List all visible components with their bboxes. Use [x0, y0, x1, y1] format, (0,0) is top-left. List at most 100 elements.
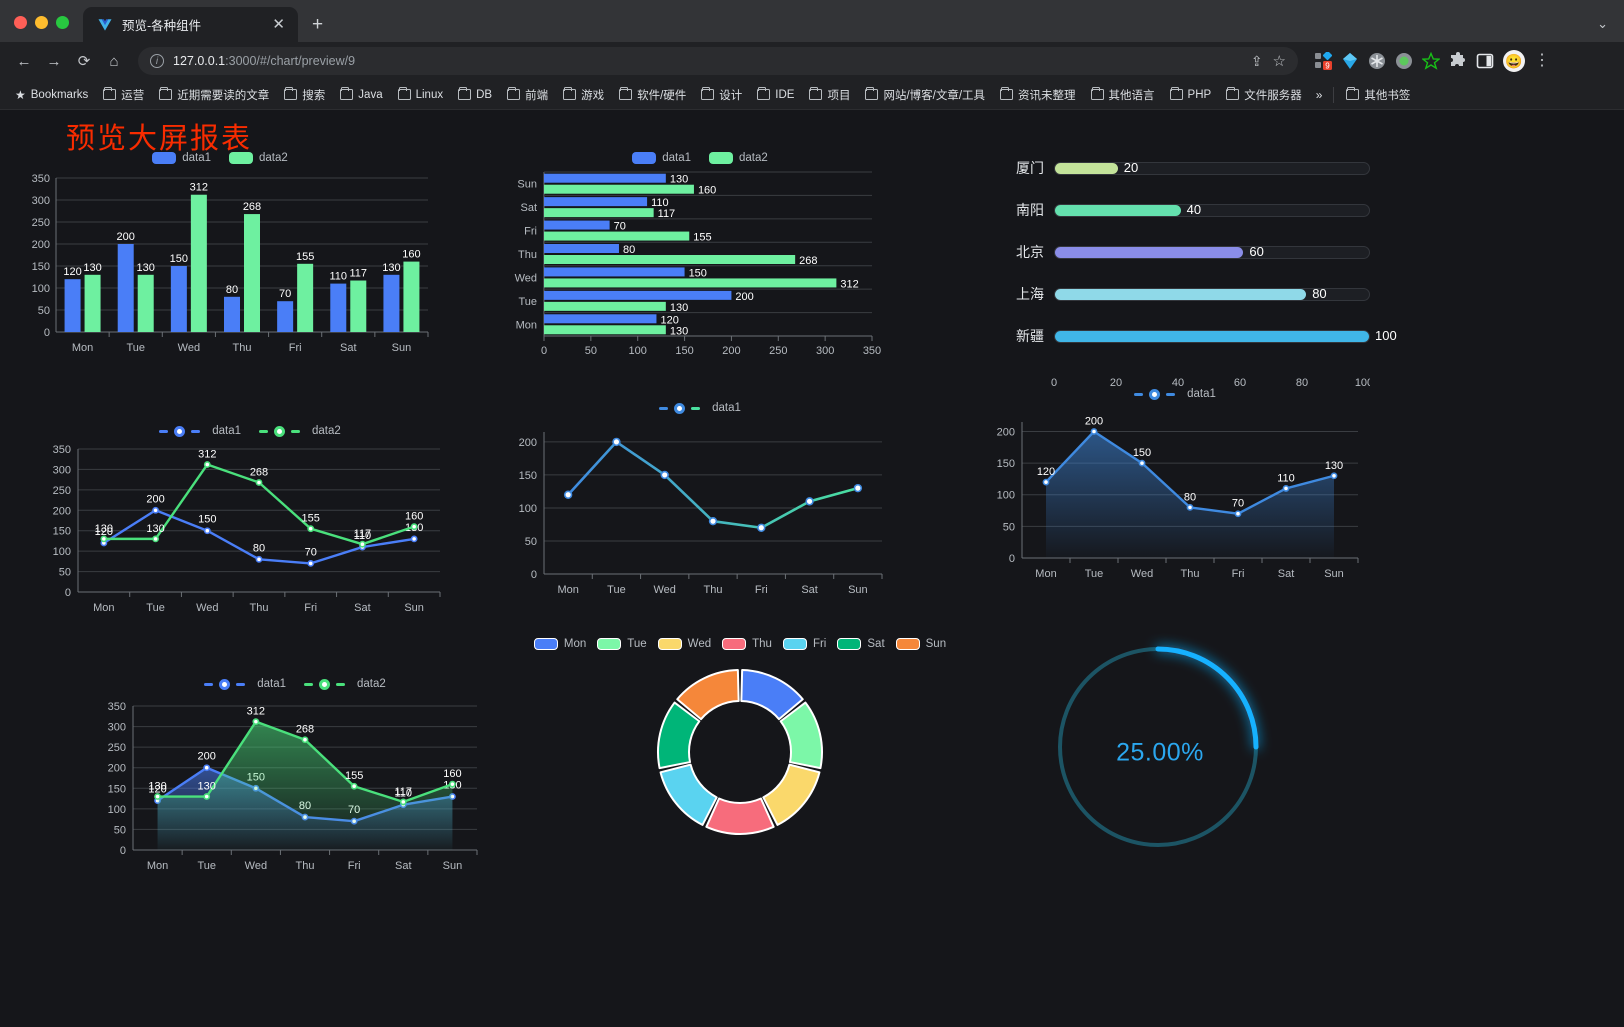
share-icon[interactable]: ⇪ [1250, 52, 1263, 69]
donut-slice-fri[interactable] [659, 763, 718, 826]
side-panel-icon[interactable] [1476, 52, 1494, 70]
close-tab-button[interactable]: ✕ [272, 16, 285, 33]
bookmark-item-3[interactable]: 搜索 [277, 84, 332, 106]
donut-slice-thu[interactable] [705, 797, 775, 835]
new-tab-button[interactable]: + [312, 14, 324, 35]
bookmark-item-11[interactable]: IDE [750, 86, 801, 104]
legend-item-mon[interactable]: Mon [533, 638, 586, 650]
green-circle-icon[interactable] [1395, 52, 1413, 70]
bookmark-item-14[interactable]: 资讯未整理 [993, 84, 1083, 106]
bookmark-label: 搜索 [302, 89, 326, 102]
legend-line-icon [1166, 392, 1176, 396]
bookmark-label: 其他书签 [1364, 89, 1411, 102]
legend-item-data2[interactable]: data2 [709, 152, 768, 164]
browser-tab[interactable]: 预览-各种组件 ✕ [83, 7, 298, 42]
browser-menu-button[interactable]: ⋮ [1534, 52, 1550, 70]
data-value-label: 268 [243, 201, 261, 213]
legend-item-data1[interactable]: data1 [659, 402, 741, 414]
donut-slice-sun[interactable] [676, 669, 740, 721]
tab-list-chevron-icon[interactable]: ⌄ [1597, 16, 1608, 31]
axis-tick-label: 100 [53, 546, 71, 558]
legend-item-data1[interactable]: data1 [152, 152, 211, 164]
axis-tick-label: Sat [520, 202, 537, 214]
bookmark-item-15[interactable]: 其他语言 [1084, 84, 1162, 106]
bookmark-star-icon[interactable]: ☆ [1272, 53, 1286, 70]
donut-slice-tue[interactable] [779, 701, 823, 770]
back-button[interactable]: ← [16, 52, 32, 70]
diamond-icon[interactable] [1341, 52, 1359, 70]
data-value-label: 130 [146, 523, 164, 535]
bookmark-item-1[interactable]: 运营 [96, 84, 151, 106]
home-button[interactable]: ⌂ [109, 52, 119, 70]
bookmark-item-6[interactable]: DB [451, 86, 499, 104]
axis-tick-label: 0 [541, 345, 547, 357]
legend-item-wed[interactable]: Wed [657, 638, 711, 650]
bookmark-item-2[interactable]: 近期需要读的文章 [152, 84, 276, 106]
legend-item-data1[interactable]: data1 [204, 678, 286, 690]
extension-grid-icon[interactable]: 9 [1314, 50, 1333, 70]
axis-tick-label: 200 [722, 345, 740, 357]
metamask-icon[interactable] [1368, 52, 1386, 70]
bookmark-item-12[interactable]: 项目 [802, 84, 857, 106]
bookmark-item-7[interactable]: 前端 [500, 84, 555, 106]
axis-tick-label: Thu [704, 584, 723, 596]
legend-item-data1[interactable]: data1 [632, 152, 691, 164]
site-info-icon[interactable]: i [150, 54, 164, 68]
legend-item-thu[interactable]: Thu [722, 638, 772, 650]
bookmark-item-10[interactable]: 设计 [694, 84, 749, 106]
axis-tick-label: Tue [126, 342, 145, 354]
close-window-button[interactable] [14, 16, 27, 29]
bookmark-label: 近期需要读的文章 [177, 89, 270, 102]
legend-item-fri[interactable]: Fri [782, 638, 826, 650]
data-value-label: 155 [693, 232, 711, 244]
legend-item-data1[interactable]: data1 [1134, 388, 1216, 400]
data-value-label: 130 [670, 325, 688, 337]
bookmarks-overflow-button[interactable]: » [1315, 87, 1323, 102]
data-point [203, 461, 211, 468]
axis-tick-label: 20 [1110, 377, 1122, 389]
bookmark-item-16[interactable]: PHP [1163, 86, 1219, 104]
legend-item-tue[interactable]: Tue [597, 638, 647, 650]
data-value-label: 130 [670, 174, 688, 186]
axis-tick-label: 350 [32, 173, 50, 185]
donut-slice-mon[interactable] [740, 669, 804, 721]
legend-item-data2[interactable]: data2 [229, 152, 288, 164]
bookmark-item-8[interactable]: 游戏 [556, 84, 611, 106]
bookmark-item-4[interactable]: Java [333, 86, 389, 104]
bookmark-item-17[interactable]: 文件服务器 [1219, 84, 1309, 106]
minimize-window-button[interactable] [35, 16, 48, 29]
donut-slice-sat[interactable] [657, 701, 701, 770]
reload-button[interactable]: ⟳ [77, 53, 91, 70]
data-value-label: 312 [198, 449, 216, 461]
bookmark-item-9[interactable]: 软件/硬件 [612, 84, 693, 106]
address-bar[interactable]: i 127.0.0.1:3000/#/chart/preview/9 ⇪ ☆ [138, 47, 1298, 75]
bar [330, 283, 347, 332]
progress-track[interactable]: 80 [1054, 286, 1370, 301]
donut-slice-wed[interactable] [762, 763, 821, 826]
legend-item-data2[interactable]: data2 [304, 678, 386, 690]
data-value-label: 120 [95, 526, 113, 538]
axis-tick-label: 40 [1172, 377, 1184, 389]
folder-icon [284, 86, 298, 100]
bookmark-item-root[interactable]: ★ Bookmarks [8, 85, 95, 105]
legend-item-data2[interactable]: data2 [259, 425, 341, 437]
star-outline-icon[interactable] [1421, 51, 1441, 70]
data-value-label: 110 [354, 530, 372, 542]
progress-track[interactable]: 40 [1054, 202, 1370, 217]
progress-track[interactable]: 60 [1054, 244, 1370, 259]
bookmark-item-13[interactable]: 网站/博客/文章/工具 [858, 84, 992, 106]
legend-item-data1[interactable]: data1 [159, 425, 241, 437]
other-bookmarks-button[interactable]: 其他书签 [1339, 84, 1417, 106]
progress-track[interactable]: 100 [1054, 328, 1397, 343]
maximize-window-button[interactable] [56, 16, 69, 29]
axis-tick-label: 0 [65, 587, 71, 599]
legend-item-sun[interactable]: Sun [895, 638, 946, 650]
forward-button[interactable]: → [46, 52, 62, 70]
profile-avatar[interactable]: 😀 [1503, 50, 1525, 72]
bookmark-item-5[interactable]: Linux [391, 86, 451, 104]
legend-item-sat[interactable]: Sat [837, 638, 885, 650]
progress-track[interactable]: 20 [1054, 160, 1370, 175]
puzzle-icon[interactable] [1449, 52, 1467, 70]
axis-tick-label: Sat [1278, 568, 1295, 580]
